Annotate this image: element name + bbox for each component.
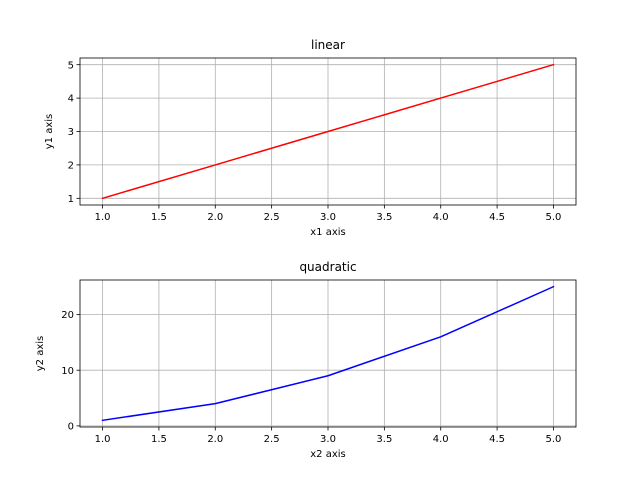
chart-1-x-tick-label-6: 4.0 xyxy=(433,434,449,445)
chart-0-x-tick-label-3: 2.5 xyxy=(264,212,280,223)
chart-0-title: linear xyxy=(311,38,345,52)
chart-0-y-tick-label-4: 5 xyxy=(68,60,74,71)
chart-0-x-tick-label-7: 4.5 xyxy=(489,212,505,223)
chart-0-x-tick-label-8: 5.0 xyxy=(546,212,562,223)
chart-1-y-tick-label-2: 20 xyxy=(61,310,74,321)
chart-1-title: quadratic xyxy=(299,260,356,274)
chart-1-y-tick-label-1: 10 xyxy=(61,366,74,377)
chart-0-y-tick-label-2: 3 xyxy=(68,127,74,138)
chart-1-series-line-0 xyxy=(101,285,555,422)
chart-0-x-tick-label-6: 4.0 xyxy=(433,212,449,223)
chart-0-y-tick-label-0: 1 xyxy=(68,194,74,205)
chart-0-y-tick-label-3: 4 xyxy=(68,94,74,105)
chart-0-y-axis-label: y1 axis xyxy=(44,114,55,150)
chart-0-x-tick-label-4: 3.0 xyxy=(320,212,336,223)
chart-1-x-tick-label-4: 3.0 xyxy=(320,434,336,445)
chart-1-x-tick-label-5: 3.5 xyxy=(376,434,392,445)
chart-1-x-tick-label-1: 1.5 xyxy=(151,434,167,445)
chart-1-y-axis-label: y2 axis xyxy=(35,336,46,372)
chart-1-x-tick-label-3: 2.5 xyxy=(264,434,280,445)
chart-0-x-tick-label-0: 1.0 xyxy=(95,212,111,223)
chart-0-x-tick-label-5: 3.5 xyxy=(376,212,392,223)
chart-1-x-tick-label-0: 1.0 xyxy=(95,434,111,445)
chart-quadratic: 1.0 1.5 2.0 2.5 3.0 3.5 4.0 4.5 5.0 0 10 20 quadrati… xyxy=(35,260,577,460)
chart-1-x-axis-label: x2 axis xyxy=(310,449,346,460)
chart-0-x-axis-label: x1 axis xyxy=(310,227,346,238)
chart-linear: 1.0 1.5 2.0 2.5 3.0 3.5 4.0 4.5 5.0 1 2 3 4 5 linear x1… xyxy=(44,38,577,238)
chart-1-x-tick-label-2: 2.0 xyxy=(207,434,223,445)
chart-0-x-tick-label-2: 2.0 xyxy=(207,212,223,223)
chart-0-series-line-0 xyxy=(101,63,555,200)
chart-0-y-tick-label-1: 2 xyxy=(68,161,74,172)
chart-0-x-tick-label-1: 1.5 xyxy=(151,212,167,223)
chart-1-x-tick-label-7: 4.5 xyxy=(489,434,505,445)
chart-1-y-tick-label-0: 0 xyxy=(68,421,74,432)
chart-1-x-tick-label-8: 5.0 xyxy=(546,434,562,445)
